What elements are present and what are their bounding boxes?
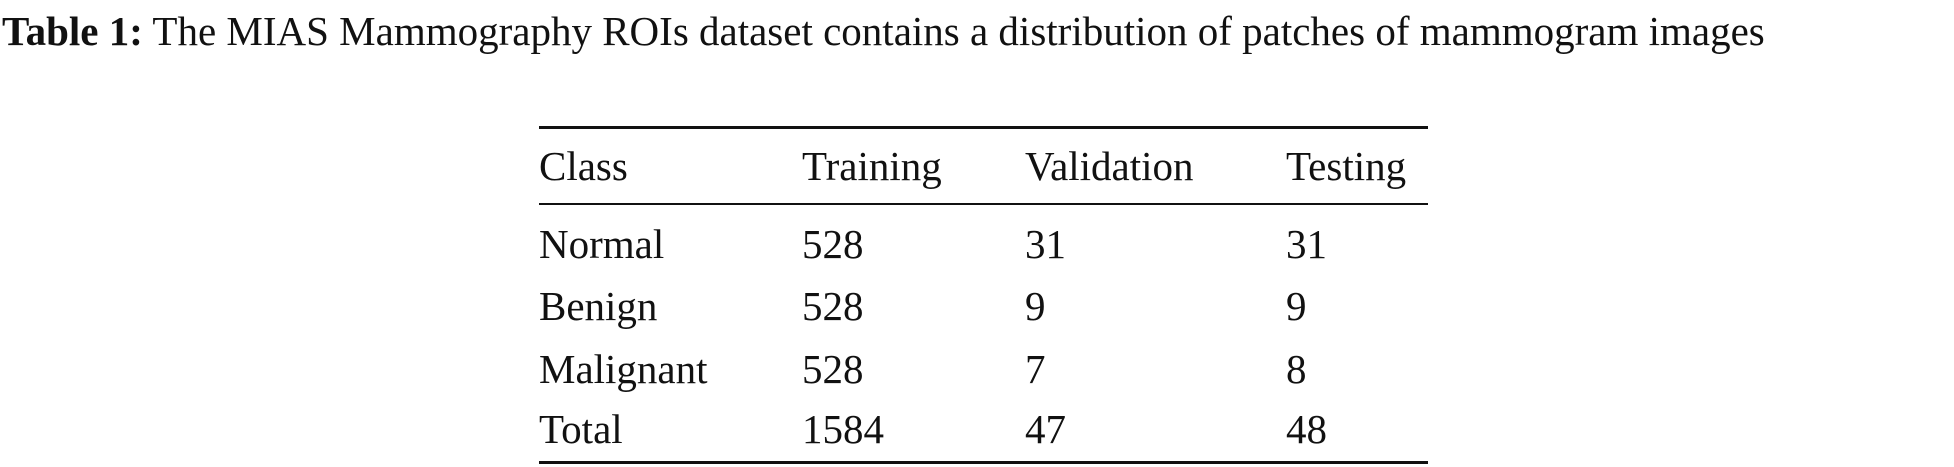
table-cell: 31: [1286, 221, 1327, 267]
bottom-rule: [539, 461, 1428, 464]
table-caption: Table 1: The MIAS Mammography ROIs datas…: [2, 4, 1952, 58]
mid-rule: [539, 203, 1428, 205]
top-rule: [539, 126, 1428, 129]
table-cell: 1584: [802, 406, 884, 452]
table-cell: Malignant: [539, 346, 708, 392]
table-cell: 48: [1286, 406, 1327, 452]
caption-label: Table 1:: [2, 8, 143, 54]
table-cell: 47: [1025, 406, 1066, 452]
header-cell: Validation: [1025, 143, 1194, 189]
table-cell: Total: [539, 406, 623, 452]
table-cell: 528: [802, 221, 864, 267]
header-cell: Class: [539, 143, 628, 189]
header-cell: Training: [802, 143, 942, 189]
table-cell: 7: [1025, 346, 1046, 392]
table-cell: Benign: [539, 283, 658, 329]
caption-text: The MIAS Mammography ROIs dataset contai…: [152, 8, 1765, 54]
table-cell: Normal: [539, 221, 665, 267]
table-cell: 9: [1025, 283, 1046, 329]
table-cell: 528: [802, 283, 864, 329]
table-cell: 528: [802, 346, 864, 392]
header-cell: Testing: [1286, 143, 1407, 189]
table-cell: 31: [1025, 221, 1066, 267]
table-cell: 8: [1286, 346, 1307, 392]
table-cell: 9: [1286, 283, 1307, 329]
